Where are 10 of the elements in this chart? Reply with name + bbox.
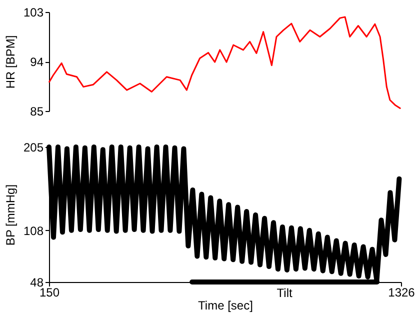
y-tick-label: 103 [23, 6, 44, 20]
y-tick-label: 205 [23, 140, 44, 154]
y-axis-title: BP [mmHg] [3, 184, 18, 246]
y-tick-label: 94 [30, 55, 44, 69]
x-tick-label: 1326 [388, 286, 416, 300]
y-tick-label: 85 [30, 104, 44, 118]
y-axis-title: HR [BPM] [3, 35, 18, 89]
y-tick-label: 108 [23, 224, 44, 238]
x-axis-title: Time [sec] [198, 298, 253, 312]
annotation: Tilt [276, 286, 293, 300]
